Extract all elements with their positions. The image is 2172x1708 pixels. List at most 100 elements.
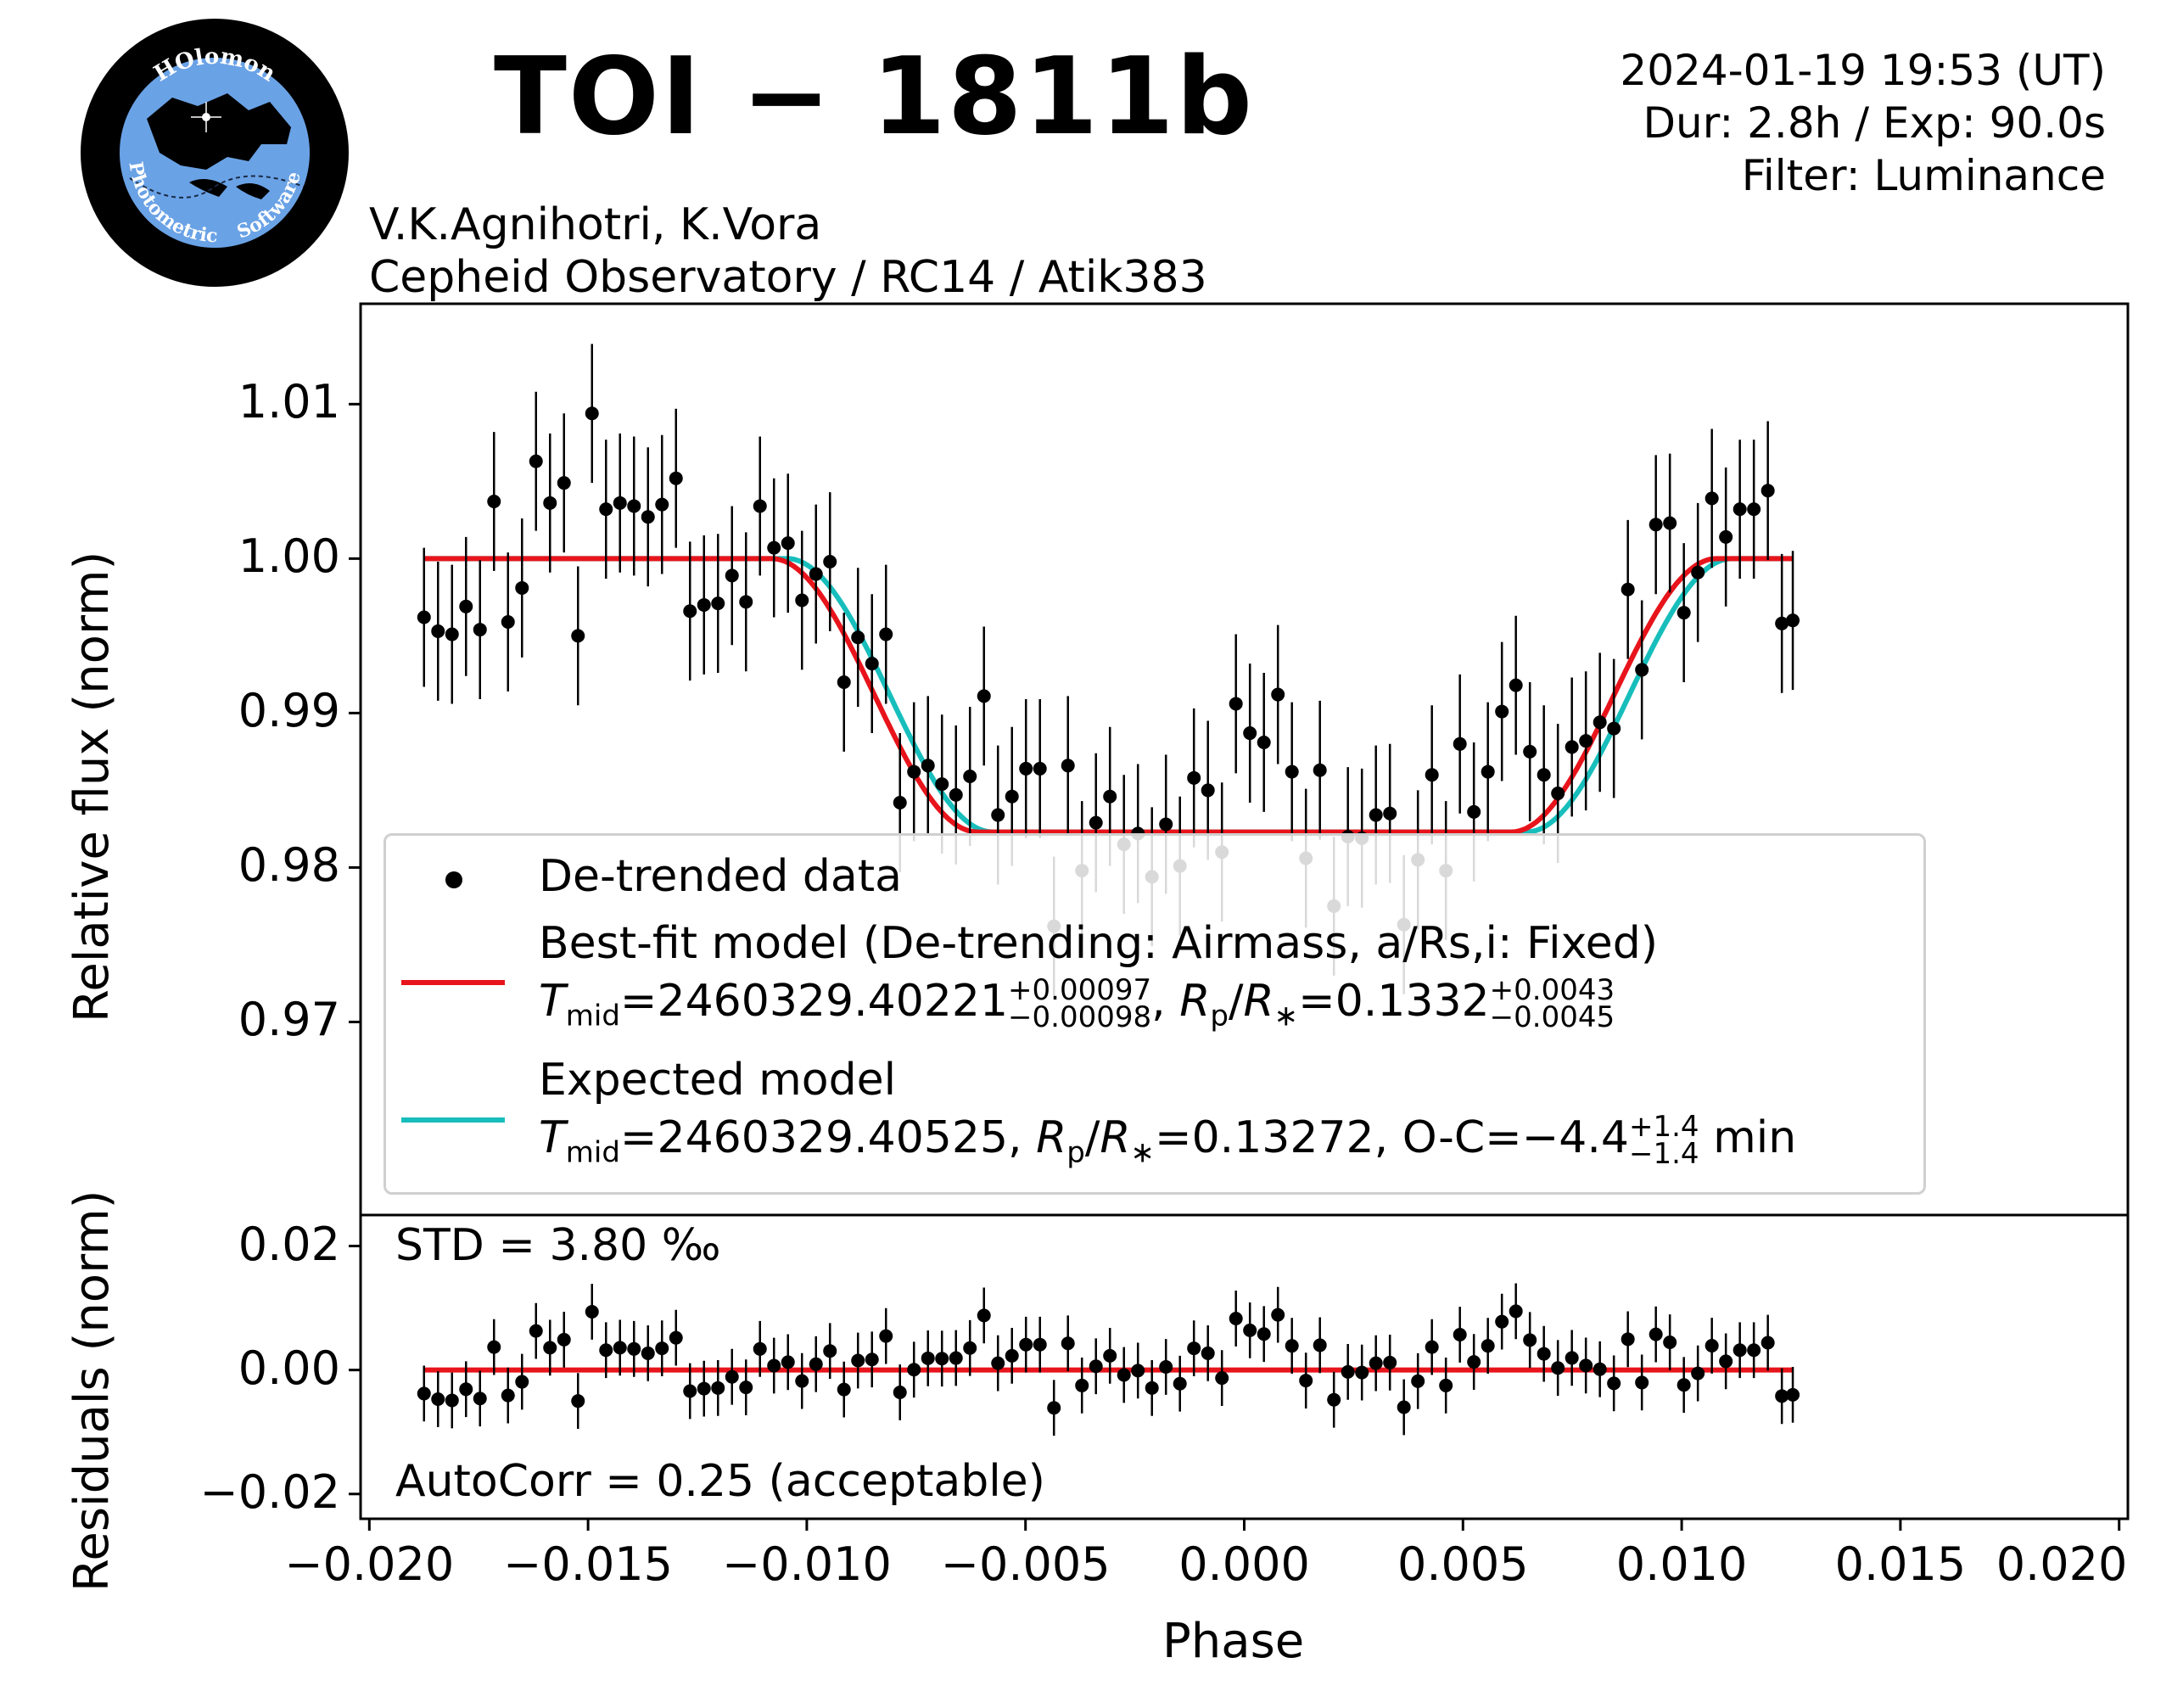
residual-point: [893, 1385, 907, 1399]
data-point: [935, 777, 949, 792]
data-point: [1467, 804, 1481, 819]
residual-point: [445, 1393, 459, 1408]
residual-point: [1411, 1374, 1425, 1388]
data-point: [837, 675, 851, 689]
legend-bestfit-line: [401, 980, 505, 985]
x-tick-label: −0.020: [284, 1537, 455, 1591]
data-point: [725, 568, 739, 583]
data-point: [613, 496, 627, 510]
legend-data-label: De-trended data: [539, 851, 903, 902]
data-point: [991, 808, 1005, 822]
data-point: [683, 604, 697, 619]
residual-point: [459, 1382, 473, 1397]
residual-point: [1425, 1340, 1439, 1354]
x-axis-label: Phase: [1162, 1614, 1305, 1669]
residual-point: [1341, 1364, 1355, 1379]
data-point: [795, 593, 809, 608]
legend-expected-params: Tmid=2460329.40525, Rp/R∗=0.13272, O-C=−…: [539, 1110, 1797, 1171]
data-point: [1453, 736, 1467, 751]
residual-point: [1243, 1323, 1257, 1337]
residual-point: [809, 1357, 823, 1371]
data-point: [1677, 606, 1691, 620]
bestfit-rp-dn: −0.0045: [1489, 1000, 1615, 1034]
residual-point: [1061, 1336, 1075, 1351]
data-point: [571, 629, 585, 643]
data-point: [1033, 761, 1047, 776]
data-point: [1313, 763, 1327, 777]
data-point: [487, 495, 501, 509]
data-point: [1159, 817, 1173, 832]
expected-tmid: 2460329.40525: [657, 1112, 1009, 1163]
data-point: [753, 499, 767, 513]
bestfit-tmid-up: +0.00097: [1008, 973, 1152, 1007]
data-point: [851, 630, 865, 645]
main-y-tick-label: 1.00: [238, 529, 340, 584]
chart-title: TOI − 1811b: [493, 34, 1255, 159]
residual-point: [1761, 1336, 1775, 1350]
residual-point: [753, 1341, 767, 1356]
data-point: [1383, 806, 1397, 820]
main-y-tick-label: 0.98: [238, 838, 340, 893]
data-point: [1551, 787, 1565, 801]
data-point: [1761, 484, 1775, 498]
residual-y-tick-label: 0.02: [238, 1217, 340, 1271]
data-point: [1719, 529, 1733, 544]
residual-point: [1089, 1359, 1103, 1374]
residual-point: [1786, 1387, 1800, 1402]
residual-point: [1439, 1378, 1453, 1392]
data-point: [1635, 663, 1649, 677]
data-point: [1089, 815, 1103, 830]
residual-point: [1285, 1339, 1299, 1353]
data-point: [627, 499, 641, 513]
residual-point: [1523, 1333, 1537, 1347]
residual-point: [1313, 1338, 1327, 1352]
data-point: [1593, 715, 1607, 730]
data-point: [1607, 721, 1621, 736]
residual-point: [865, 1352, 879, 1367]
residual-point: [1145, 1380, 1159, 1395]
data-point: [1775, 616, 1789, 630]
residual-point: [1117, 1368, 1131, 1382]
data-point: [767, 540, 781, 555]
data-point: [1733, 502, 1747, 517]
residual-point: [1327, 1392, 1341, 1407]
residual-point: [683, 1384, 697, 1398]
residual-point: [627, 1341, 641, 1356]
residual-point: [1271, 1308, 1285, 1322]
data-point: [809, 567, 823, 581]
legend-data-marker: [445, 871, 462, 888]
data-point: [893, 795, 907, 809]
data-point: [1537, 768, 1551, 782]
observer-names: V.K.Agnihotri, K.Vora: [369, 199, 822, 250]
data-point: [1621, 582, 1635, 596]
residual-point: [977, 1308, 991, 1323]
residual-point: [1663, 1336, 1677, 1350]
data-point: [1271, 687, 1285, 702]
residual-point: [1453, 1328, 1467, 1342]
data-point: [585, 406, 599, 421]
legend: De-trended data Best-fit model (De-trend…: [383, 833, 1926, 1195]
legend-bestfit-label: Best-fit model (De-trending: Airmass, a/…: [539, 918, 1659, 969]
residual-point: [1509, 1304, 1523, 1319]
residual-point: [1635, 1375, 1649, 1390]
residual-point: [543, 1341, 557, 1355]
data-point: [1103, 789, 1117, 804]
data-point: [1495, 704, 1509, 719]
data-point: [1229, 697, 1243, 711]
data-point: [473, 623, 487, 637]
residual-point: [1481, 1339, 1495, 1353]
bestfit-tmid: 2460329.40221: [657, 976, 1009, 1027]
residual-point: [1579, 1358, 1593, 1373]
residual-point: [1383, 1355, 1397, 1369]
data-point: [823, 554, 837, 568]
residual-point: [1691, 1366, 1705, 1380]
residual-point: [725, 1369, 739, 1384]
data-point: [739, 595, 753, 609]
x-tick-label: 0.005: [1397, 1537, 1529, 1591]
residual-point: [501, 1388, 515, 1403]
data-point: [1369, 808, 1383, 822]
residual-point: [1719, 1354, 1733, 1369]
data-point: [949, 787, 963, 802]
residual-point: [1201, 1346, 1215, 1360]
observation-datetime: 2024-01-19 19:53 (UT): [1620, 46, 2106, 95]
